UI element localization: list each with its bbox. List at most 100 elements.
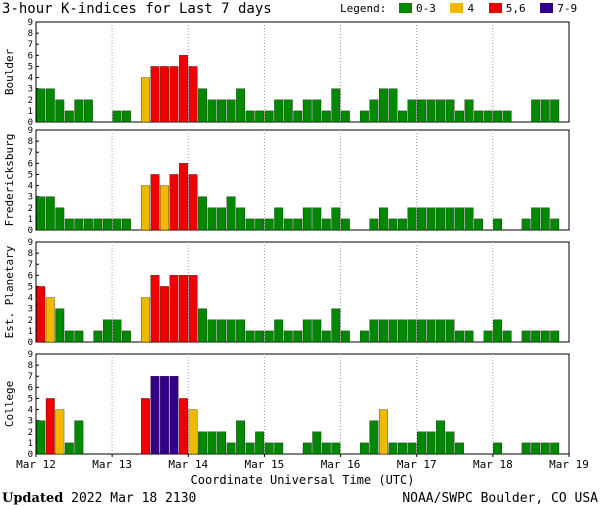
k-index-bar xyxy=(93,330,103,343)
k-index-bar xyxy=(417,99,426,123)
legend-item-4: 4 xyxy=(450,2,474,15)
k-index-bar xyxy=(245,330,255,343)
k-index-bar xyxy=(160,286,169,343)
k-index-bar xyxy=(550,218,560,231)
k-index-bar xyxy=(436,319,445,343)
k-index-bar xyxy=(55,99,65,123)
k-index-bar xyxy=(150,66,160,123)
k-index-bar xyxy=(312,207,322,231)
k-index-bar xyxy=(398,218,407,231)
x-tick-label: Mar 12 xyxy=(16,458,56,471)
k-index-bar xyxy=(388,218,398,231)
y-tick-label: 3 xyxy=(28,85,33,95)
k-index-bar xyxy=(417,431,426,455)
k-index-bar xyxy=(83,99,93,123)
k-index-bar xyxy=(198,196,207,231)
k-index-bar xyxy=(474,218,483,231)
k-index-bar xyxy=(340,110,350,123)
k-index-bar xyxy=(45,196,55,231)
k-index-bar xyxy=(521,442,531,455)
k-index-bar xyxy=(378,319,388,343)
x-tick-label: Mar 16 xyxy=(321,458,361,471)
k-index-bar xyxy=(293,110,303,123)
k-index-bar xyxy=(207,431,217,455)
k-index-bar xyxy=(102,319,112,343)
k-index-bar xyxy=(236,88,246,123)
k-index-bar xyxy=(74,218,84,231)
y-tick-label: 8 xyxy=(28,361,33,371)
k-index-bar xyxy=(445,319,455,343)
k-index-bar xyxy=(198,88,207,123)
k-index-bar xyxy=(36,196,46,231)
k-index-bar xyxy=(188,275,198,343)
y-tick-label: 0 xyxy=(28,226,33,236)
k-index-bar xyxy=(283,99,293,123)
k-index-bar xyxy=(207,207,217,231)
panel-label: Boulder xyxy=(3,48,16,95)
k-index-bar xyxy=(388,442,398,455)
k-index-bar xyxy=(150,275,160,343)
k-index-bar xyxy=(426,207,436,231)
k-index-bar xyxy=(236,420,246,455)
update-stamp: Updated 2022 Mar 18 2130 xyxy=(2,491,196,506)
k-index-bar xyxy=(502,330,512,343)
k-index-bar xyxy=(331,308,341,343)
k-index-bar xyxy=(378,88,388,123)
k-index-bar xyxy=(150,376,160,455)
y-tick-label: 1 xyxy=(28,107,33,117)
k-index-bar xyxy=(436,207,445,231)
k-index-bar xyxy=(312,431,322,455)
k-index-bar xyxy=(378,207,388,231)
y-tick-label: 5 xyxy=(28,170,33,180)
k-index-bar xyxy=(455,330,464,343)
y-tick-label: 4 xyxy=(28,182,33,192)
y-tick-label: 4 xyxy=(28,406,33,416)
y-tick-label: 7 xyxy=(28,260,33,270)
k-index-bar xyxy=(493,110,503,123)
k-index-bar xyxy=(150,174,160,231)
y-tick-label: 3 xyxy=(28,193,33,203)
k-index-bar xyxy=(141,77,150,123)
k-index-bar xyxy=(188,174,198,231)
k-index-bar xyxy=(359,110,369,123)
x-tick-label: Mar 18 xyxy=(473,458,513,471)
k-index-bar xyxy=(445,207,455,231)
k-index-bar xyxy=(74,99,84,123)
legend-item-5-6: 5,6 xyxy=(488,2,526,15)
k-index-bar xyxy=(198,308,207,343)
k-index-bar xyxy=(531,442,541,455)
k-index-bar xyxy=(426,99,436,123)
k-index-bar xyxy=(179,55,188,123)
k-index-bar xyxy=(312,99,322,123)
k-index-bar xyxy=(274,319,284,343)
updated-label: Updated xyxy=(2,491,64,506)
k-index-bar xyxy=(531,99,541,123)
k-index-bar xyxy=(398,110,407,123)
y-tick-label: 2 xyxy=(28,428,33,438)
k-index-bar xyxy=(550,99,560,123)
k-index-bar xyxy=(179,275,188,343)
k-index-bar xyxy=(426,319,436,343)
y-tick-label: 5 xyxy=(28,282,33,292)
k-index-bar xyxy=(236,207,246,231)
k-index-bar xyxy=(264,110,274,123)
y-tick-label: 4 xyxy=(28,294,33,304)
x-tick-label: Mar 15 xyxy=(245,458,285,471)
k-index-bar xyxy=(417,319,426,343)
k-index-bar xyxy=(302,319,312,343)
k-index-bar xyxy=(312,319,322,343)
y-tick-label: 2 xyxy=(28,204,33,214)
legend-item-0-3: 0-3 xyxy=(398,2,436,15)
k-index-bar xyxy=(398,319,407,343)
k-index-bar xyxy=(217,431,227,455)
k-index-bar xyxy=(407,99,417,123)
k-index-bar xyxy=(274,442,284,455)
k-index-bar xyxy=(102,218,112,231)
legend-swatch-7-9 xyxy=(540,3,554,13)
k-index-bar xyxy=(64,218,74,231)
legend-text-0-3: 0-3 xyxy=(415,2,436,15)
k-index-bar xyxy=(331,442,341,455)
k-index-bar xyxy=(502,110,512,123)
k-index-bar xyxy=(122,218,131,231)
legend-text-4: 4 xyxy=(467,2,475,15)
